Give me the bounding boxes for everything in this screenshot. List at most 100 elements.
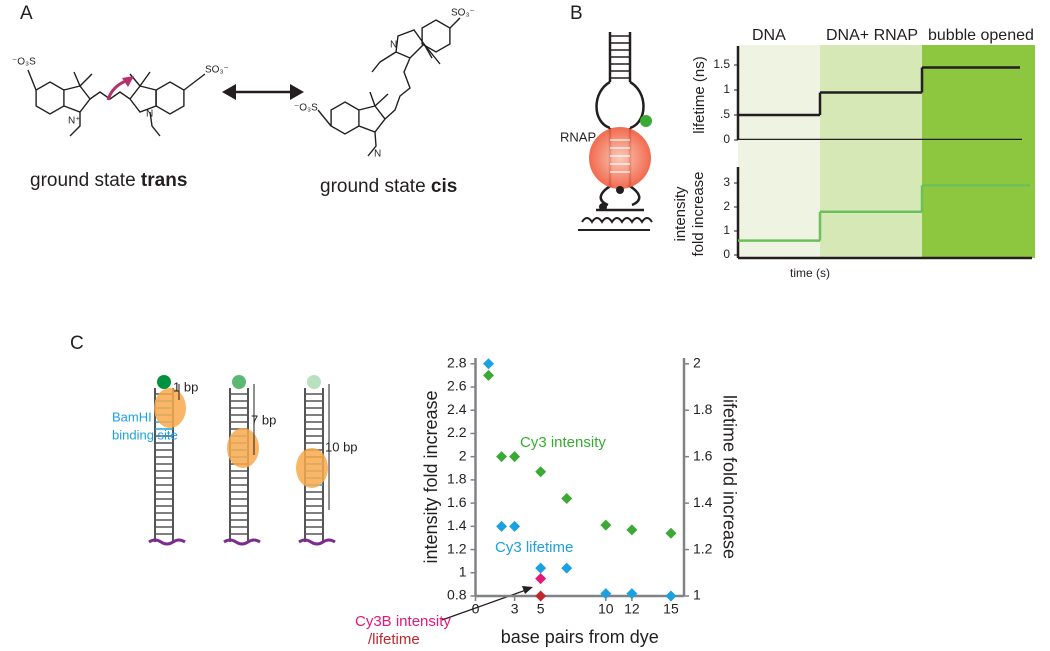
chem-label: N	[146, 109, 153, 120]
x-tick-label: 0	[472, 601, 480, 617]
enzyme	[154, 388, 186, 428]
chem-label: N	[390, 40, 397, 51]
bond	[367, 131, 377, 157]
data-point	[535, 590, 547, 602]
data-point	[483, 358, 495, 370]
bond	[317, 109, 332, 127]
distance-label: 10 bp	[325, 439, 358, 454]
ring	[35, 81, 65, 115]
caption-text: ground state	[30, 170, 141, 191]
x-tick-label: 10	[598, 601, 614, 617]
bond	[358, 105, 386, 133]
double-arrow	[222, 84, 304, 100]
data-point	[561, 562, 573, 574]
dye	[232, 375, 246, 389]
data-point	[600, 519, 612, 531]
bond	[395, 29, 425, 59]
bond	[69, 112, 81, 137]
series-label: Cy3 intensity	[520, 434, 606, 451]
x-tick-label: 5	[537, 601, 545, 617]
data-point	[496, 520, 508, 532]
dna-cartoon	[148, 375, 336, 546]
series-label: Cy3 lifetime	[495, 539, 573, 556]
bond	[384, 57, 411, 120]
y2-axis-label: lifetime fold increase	[719, 395, 739, 559]
protein-label: RNAP	[560, 129, 596, 144]
isomerization-arrow	[106, 76, 134, 101]
y2-tick-label: 1.8	[693, 401, 713, 417]
bond	[139, 71, 151, 87]
phase-label: DNA	[752, 27, 786, 44]
molecule-caption: ground state cis	[320, 176, 457, 197]
phase-band	[820, 140, 922, 258]
data-point	[535, 466, 547, 478]
y2-tick-label: 1	[693, 587, 701, 603]
data-point	[626, 524, 638, 536]
y-axis-label: fold increase	[690, 171, 707, 256]
panel-label: A	[20, 3, 33, 24]
bond	[183, 73, 206, 91]
phase-band	[922, 140, 1035, 258]
data-point	[509, 451, 521, 463]
y-tick-label: 0	[723, 132, 730, 146]
y-tick-label: 2	[459, 447, 467, 463]
y-tick-label: 0	[723, 247, 730, 261]
data-point	[496, 451, 508, 463]
y-tick-label: 2.4	[447, 401, 467, 417]
chem-label: SO₃⁻	[205, 65, 229, 76]
data-point	[626, 588, 638, 600]
bond	[449, 17, 461, 29]
bond	[423, 43, 441, 65]
y-tick-label: 1	[723, 223, 730, 237]
chem-label: N	[374, 149, 381, 160]
series-label: Cy3B intensity	[355, 613, 451, 630]
y-tick-label: 2.8	[447, 355, 467, 371]
y2-tick-label: 2	[693, 355, 701, 371]
y-axis-label: lifetime (ns)	[691, 56, 708, 134]
y-tick-label: .5	[720, 107, 730, 121]
phase-label: bubble opened	[928, 27, 1034, 44]
y-tick-label: 3	[723, 175, 730, 189]
series-label: /lifetime	[368, 631, 420, 648]
surface-tether	[223, 538, 261, 546]
y-tick-label: 1.8	[447, 471, 467, 487]
x-axis-label: time (s)	[790, 266, 830, 280]
enzyme	[227, 428, 259, 468]
bond	[27, 69, 37, 91]
distance-label: 1 bp	[173, 379, 198, 394]
y-tick-label: 1.5	[713, 57, 730, 71]
data-point	[483, 369, 495, 381]
data-point	[561, 492, 573, 504]
y-axis-label: intensity fold increase	[421, 390, 441, 563]
enzyme	[296, 448, 328, 488]
y-tick-label: 2.2	[447, 424, 467, 440]
y-tick-label: 1.4	[447, 517, 467, 533]
x-tick-label: 3	[511, 601, 519, 617]
molecule-caption: ground state trans	[30, 170, 187, 191]
data-point	[509, 520, 521, 532]
panel-label: B	[570, 3, 583, 24]
chem-label: SO₃⁻	[451, 8, 475, 19]
y-tick-label: 1	[723, 82, 730, 96]
chem-label: ⁻O₃S	[294, 103, 318, 114]
molecule-drawing	[27, 17, 461, 157]
caption-text: ground state	[320, 176, 431, 197]
chem-label: N⁺	[68, 116, 81, 127]
panel-label: C	[70, 333, 84, 354]
x-tick-label: 15	[663, 601, 679, 617]
bond	[374, 93, 389, 107]
y-tick-label: 0.8	[447, 587, 467, 603]
data-point	[665, 527, 677, 539]
caption-bold: cis	[431, 176, 457, 197]
distance-label: 7 bp	[251, 412, 276, 427]
data-point	[535, 573, 547, 585]
ring	[155, 81, 185, 115]
bond	[129, 73, 141, 87]
y2-tick-label: 1.2	[693, 540, 713, 556]
bond	[63, 85, 91, 113]
bond	[79, 73, 93, 87]
y-tick-label: 2	[723, 199, 730, 213]
bond	[89, 91, 131, 100]
x-tick-label: 12	[624, 601, 640, 617]
